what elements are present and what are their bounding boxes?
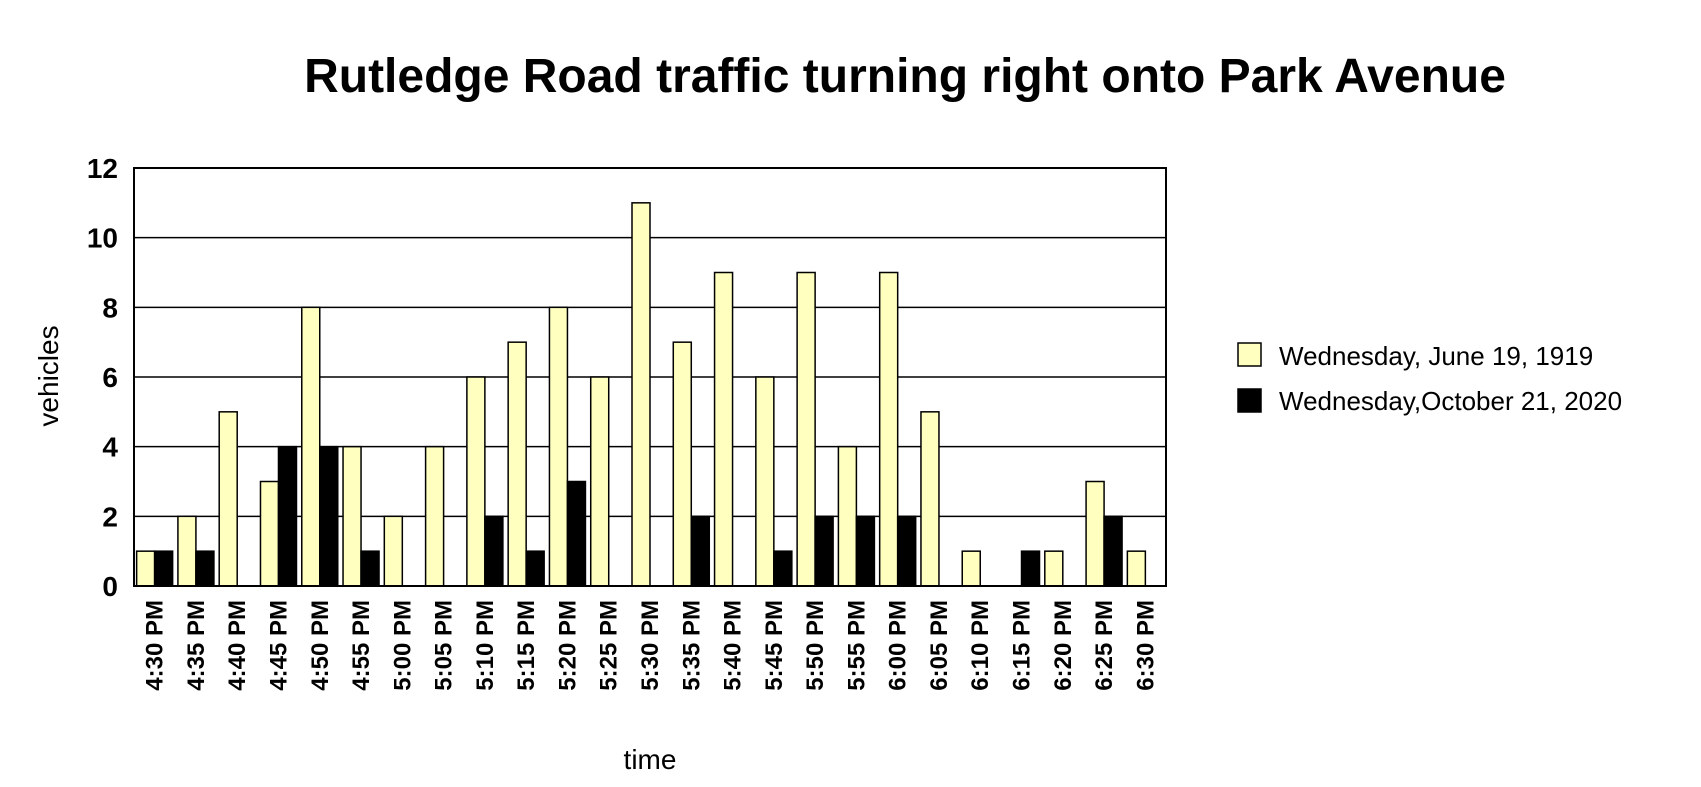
bar-series-1-9 xyxy=(525,550,545,587)
x-tick-label: 5:30 PM xyxy=(637,600,664,691)
x-tick-label: 5:05 PM xyxy=(431,600,458,691)
legend: Wednesday, June 19, 1919 Wednesday,Octob… xyxy=(1237,341,1622,416)
bar-series-0-14 xyxy=(713,271,734,587)
bar-series-0-7 xyxy=(424,445,445,587)
bar-series-0-20 xyxy=(961,550,981,587)
bar-series-1-13 xyxy=(690,515,711,587)
bar-series-0-4 xyxy=(301,306,321,587)
legend-label-2020: Wednesday,October 21, 2020 xyxy=(1279,386,1622,416)
bar-series-0-22 xyxy=(1044,550,1064,587)
chart-title: Rutledge Road traffic turning right onto… xyxy=(304,50,1506,103)
bar-series-1-8 xyxy=(484,515,504,587)
bar-series-0-15 xyxy=(755,376,775,587)
x-axis-label: time xyxy=(624,744,677,775)
x-tick-label: 5:00 PM xyxy=(389,600,416,691)
bar-series-1-5 xyxy=(360,550,380,587)
bar-series-1-18 xyxy=(896,515,917,587)
x-tick-labels: 4:30 PM 4:35 PM 4:40 PM 4:45 PM 4:50 PM 4:55 … xyxy=(142,600,1160,691)
x-tick-label: 5:25 PM xyxy=(596,600,623,691)
x-tick-label: 4:45 PM xyxy=(265,600,292,691)
x-tick-label: 6:00 PM xyxy=(885,600,912,691)
bar-series-0-2 xyxy=(218,411,238,587)
bar-series-1-10 xyxy=(566,480,587,587)
bar-series-0-18 xyxy=(878,271,899,587)
bar-series-0-5 xyxy=(342,445,362,587)
x-tick-label: 6:20 PM xyxy=(1050,600,1077,691)
x-tick-label: 4:35 PM xyxy=(183,600,210,691)
legend-swatch-2020 xyxy=(1237,388,1262,413)
x-tick-label: 5:10 PM xyxy=(472,600,499,691)
bar-series-0-3 xyxy=(259,480,280,587)
x-tick-label: 5:15 PM xyxy=(513,600,540,691)
y-tick-label: 6 xyxy=(102,362,118,393)
x-tick-label: 4:30 PM xyxy=(142,600,169,691)
bar-series-0-12 xyxy=(631,202,651,587)
x-tick-label: 4:55 PM xyxy=(348,600,375,691)
bar-series-0-17 xyxy=(837,445,858,587)
bar-series-0-1 xyxy=(177,515,197,587)
x-tick-label: 6:30 PM xyxy=(1132,600,1159,691)
bars xyxy=(135,202,1147,587)
legend-label-1919: Wednesday, June 19, 1919 xyxy=(1279,341,1593,371)
x-tick-label: 5:20 PM xyxy=(554,600,581,691)
bar-series-0-19 xyxy=(920,411,940,587)
bar-series-1-15 xyxy=(773,550,793,587)
x-tick-label: 4:50 PM xyxy=(307,600,334,691)
y-tick-label: 4 xyxy=(102,432,118,463)
plot-area-frame xyxy=(133,167,1167,587)
y-tick-label: 12 xyxy=(87,153,118,184)
x-tick-label: 6:25 PM xyxy=(1091,600,1118,691)
x-tick-label: 5:55 PM xyxy=(843,600,870,691)
x-tick-label: 6:15 PM xyxy=(1009,600,1036,691)
x-tick-label: 6:05 PM xyxy=(926,600,953,691)
bar-series-0-8 xyxy=(466,376,486,587)
bar-series-1-17 xyxy=(855,515,876,587)
y-tick-label: 8 xyxy=(102,292,118,323)
bar-series-0-24 xyxy=(1126,550,1147,587)
x-tick-label: 5:35 PM xyxy=(678,600,705,691)
x-tick-label: 5:40 PM xyxy=(720,600,747,691)
bar-series-0-16 xyxy=(796,271,816,587)
bar-series-0-9 xyxy=(507,341,527,587)
bar-series-0-23 xyxy=(1085,480,1105,587)
y-tick-labels: 0 2 4 6 8 10 12 xyxy=(87,153,119,602)
bar-series-1-4 xyxy=(319,445,339,587)
bar-series-0-13 xyxy=(672,341,693,587)
x-tick-label: 5:45 PM xyxy=(761,600,788,691)
bar-series-0-0 xyxy=(135,550,156,587)
bar-series-0-11 xyxy=(589,376,610,587)
bar-series-1-3 xyxy=(277,445,298,587)
bar-series-1-1 xyxy=(195,550,215,587)
bar-series-1-23 xyxy=(1103,515,1123,587)
bar-series-1-0 xyxy=(153,550,174,587)
legend-swatch-1919 xyxy=(1237,342,1262,367)
bar-series-0-10 xyxy=(548,306,569,587)
y-tick-label: 0 xyxy=(102,571,118,602)
y-tick-label: 2 xyxy=(102,501,118,532)
bar-series-1-16 xyxy=(814,515,834,587)
y-tick-label: 10 xyxy=(87,223,118,254)
x-tick-label: 5:50 PM xyxy=(802,600,829,691)
x-tick-label: 4:40 PM xyxy=(224,600,251,691)
bar-series-0-6 xyxy=(383,515,404,587)
x-tick-label: 6:10 PM xyxy=(967,600,994,691)
y-axis-label: vehicles xyxy=(33,325,64,426)
bar-series-1-21 xyxy=(1020,550,1041,587)
